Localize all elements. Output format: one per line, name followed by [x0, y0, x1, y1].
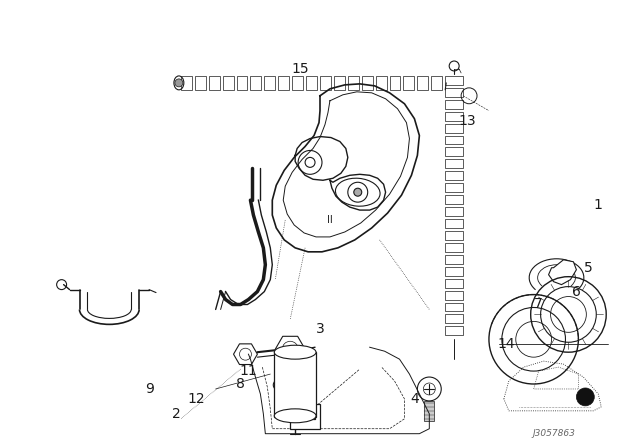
- Text: 8: 8: [236, 377, 245, 391]
- Bar: [445, 124, 463, 133]
- Bar: [250, 76, 261, 90]
- Bar: [278, 76, 289, 90]
- Bar: [348, 76, 359, 90]
- Text: 4: 4: [410, 392, 419, 406]
- Circle shape: [577, 388, 595, 406]
- Bar: [320, 76, 331, 90]
- Text: 10: 10: [286, 362, 304, 376]
- Text: 15: 15: [291, 62, 309, 76]
- Bar: [403, 76, 415, 90]
- Bar: [390, 76, 401, 90]
- Text: 14: 14: [497, 337, 515, 351]
- Bar: [445, 136, 463, 145]
- Bar: [445, 255, 463, 264]
- Bar: [445, 326, 463, 335]
- Bar: [264, 76, 275, 90]
- Bar: [306, 76, 317, 90]
- Text: 5: 5: [584, 261, 593, 275]
- Text: 6: 6: [572, 284, 581, 298]
- Bar: [275, 352, 316, 417]
- Bar: [445, 183, 463, 192]
- Bar: [237, 76, 248, 90]
- Bar: [445, 243, 463, 252]
- Bar: [362, 76, 372, 90]
- Bar: [376, 76, 387, 90]
- Bar: [431, 76, 442, 90]
- Bar: [445, 314, 463, 323]
- Text: 12: 12: [187, 392, 205, 406]
- Bar: [445, 88, 463, 97]
- Bar: [445, 219, 463, 228]
- Bar: [209, 76, 220, 90]
- Polygon shape: [290, 394, 320, 429]
- Ellipse shape: [275, 409, 316, 423]
- Bar: [445, 159, 463, 168]
- Text: 7: 7: [534, 297, 543, 311]
- Bar: [195, 76, 205, 90]
- Bar: [181, 76, 192, 90]
- Bar: [445, 207, 463, 216]
- Bar: [445, 267, 463, 276]
- Bar: [445, 76, 463, 85]
- Bar: [445, 231, 463, 240]
- Text: 13: 13: [458, 114, 476, 128]
- Text: J3057863: J3057863: [532, 429, 575, 438]
- Bar: [417, 76, 428, 90]
- Text: 9: 9: [145, 382, 154, 396]
- Text: 11: 11: [239, 364, 257, 378]
- Bar: [445, 100, 463, 109]
- Bar: [445, 171, 463, 180]
- Text: 3: 3: [316, 323, 324, 336]
- Text: II: II: [327, 215, 333, 225]
- Bar: [445, 147, 463, 156]
- Bar: [445, 195, 463, 204]
- Bar: [424, 401, 435, 421]
- Circle shape: [175, 79, 183, 87]
- Text: 1: 1: [594, 198, 603, 212]
- Bar: [223, 76, 234, 90]
- Ellipse shape: [275, 345, 316, 359]
- Bar: [445, 302, 463, 311]
- Text: 2: 2: [172, 407, 180, 421]
- Bar: [445, 291, 463, 300]
- Bar: [445, 279, 463, 288]
- Polygon shape: [548, 260, 577, 284]
- Bar: [292, 76, 303, 90]
- Bar: [445, 112, 463, 121]
- Circle shape: [354, 188, 362, 196]
- Bar: [334, 76, 345, 90]
